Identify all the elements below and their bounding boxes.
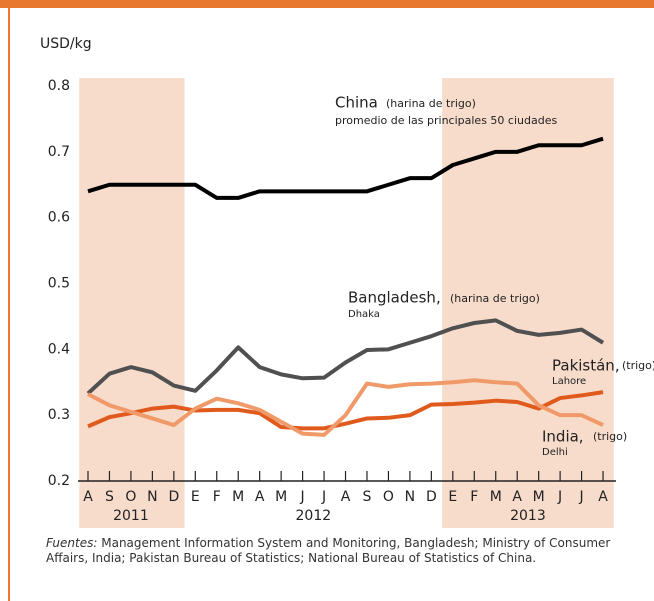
series-line [87,136,604,200]
series-sub: (harina de trigo) [386,97,476,110]
x-tick-label: A [598,489,608,505]
y-tick-label: 0.6 [48,210,70,226]
y-tick-label: 0.5 [48,276,70,292]
x-tick-label: J [557,489,562,505]
y-tick-label: 0.7 [48,144,70,160]
y-axis-label: USD/kg [40,36,92,52]
x-tick-label: J [300,489,305,505]
year-label: 2013 [510,508,546,524]
x-tick-label: F [470,489,478,505]
series-note: promedio de las principales 50 ciudades [335,114,557,127]
x-tick-label: A [83,489,93,505]
x-tick-label: A [341,489,351,505]
x-tick-label: M [275,489,287,505]
series-city: Dhaka [348,309,380,320]
year-label: 2012 [296,508,332,524]
top-band [0,0,654,8]
series-label: Pakistán, [552,357,620,375]
y-tick-label: 0.8 [48,78,70,94]
year-label: 2011 [113,508,149,524]
series-line [87,390,604,431]
x-tick-label: M [533,489,545,505]
x-tick-label: M [490,489,502,505]
x-tick-label: N [405,489,415,505]
x-tick-label: D [426,489,437,505]
source-label: Fuentes: [46,536,98,550]
series-sub: (harina de trigo) [450,292,540,305]
series-label: India, [542,428,584,446]
y-tick-label: 0.4 [48,341,70,357]
left-border [8,8,10,601]
series-city: Lahore [552,376,586,387]
source: Fuentes: Management Information System a… [46,536,626,566]
series-city: Delhi [542,447,568,458]
series-label: Bangladesh, [348,289,441,307]
series-sub: (trigo) [622,359,654,372]
x-tick-label: S [363,489,372,505]
x-tick-label: E [448,489,457,505]
series-line [86,318,605,395]
source-text: Management Information System and Monito… [46,536,611,565]
x-tick-label: D [168,489,179,505]
x-tick-label: F [213,489,221,505]
x-tick-label: O [125,489,136,505]
y-tick-label: 0.2 [48,473,70,489]
series-label: China [335,94,378,112]
y-tick-label: 0.3 [48,407,70,423]
series-line [87,378,604,437]
x-tick-label: M [232,489,244,505]
x-tick-label: N [147,489,157,505]
x-tick-label: J [579,489,584,505]
x-tick-label: A [512,489,522,505]
x-tick-label: A [255,489,265,505]
x-tick-label: E [191,489,200,505]
x-tick-label: J [321,489,326,505]
series-sub: (trigo) [593,430,627,443]
x-tick-label: S [105,489,114,505]
period-shade [442,78,614,528]
x-tick-label: O [383,489,394,505]
period-shade [79,78,185,528]
